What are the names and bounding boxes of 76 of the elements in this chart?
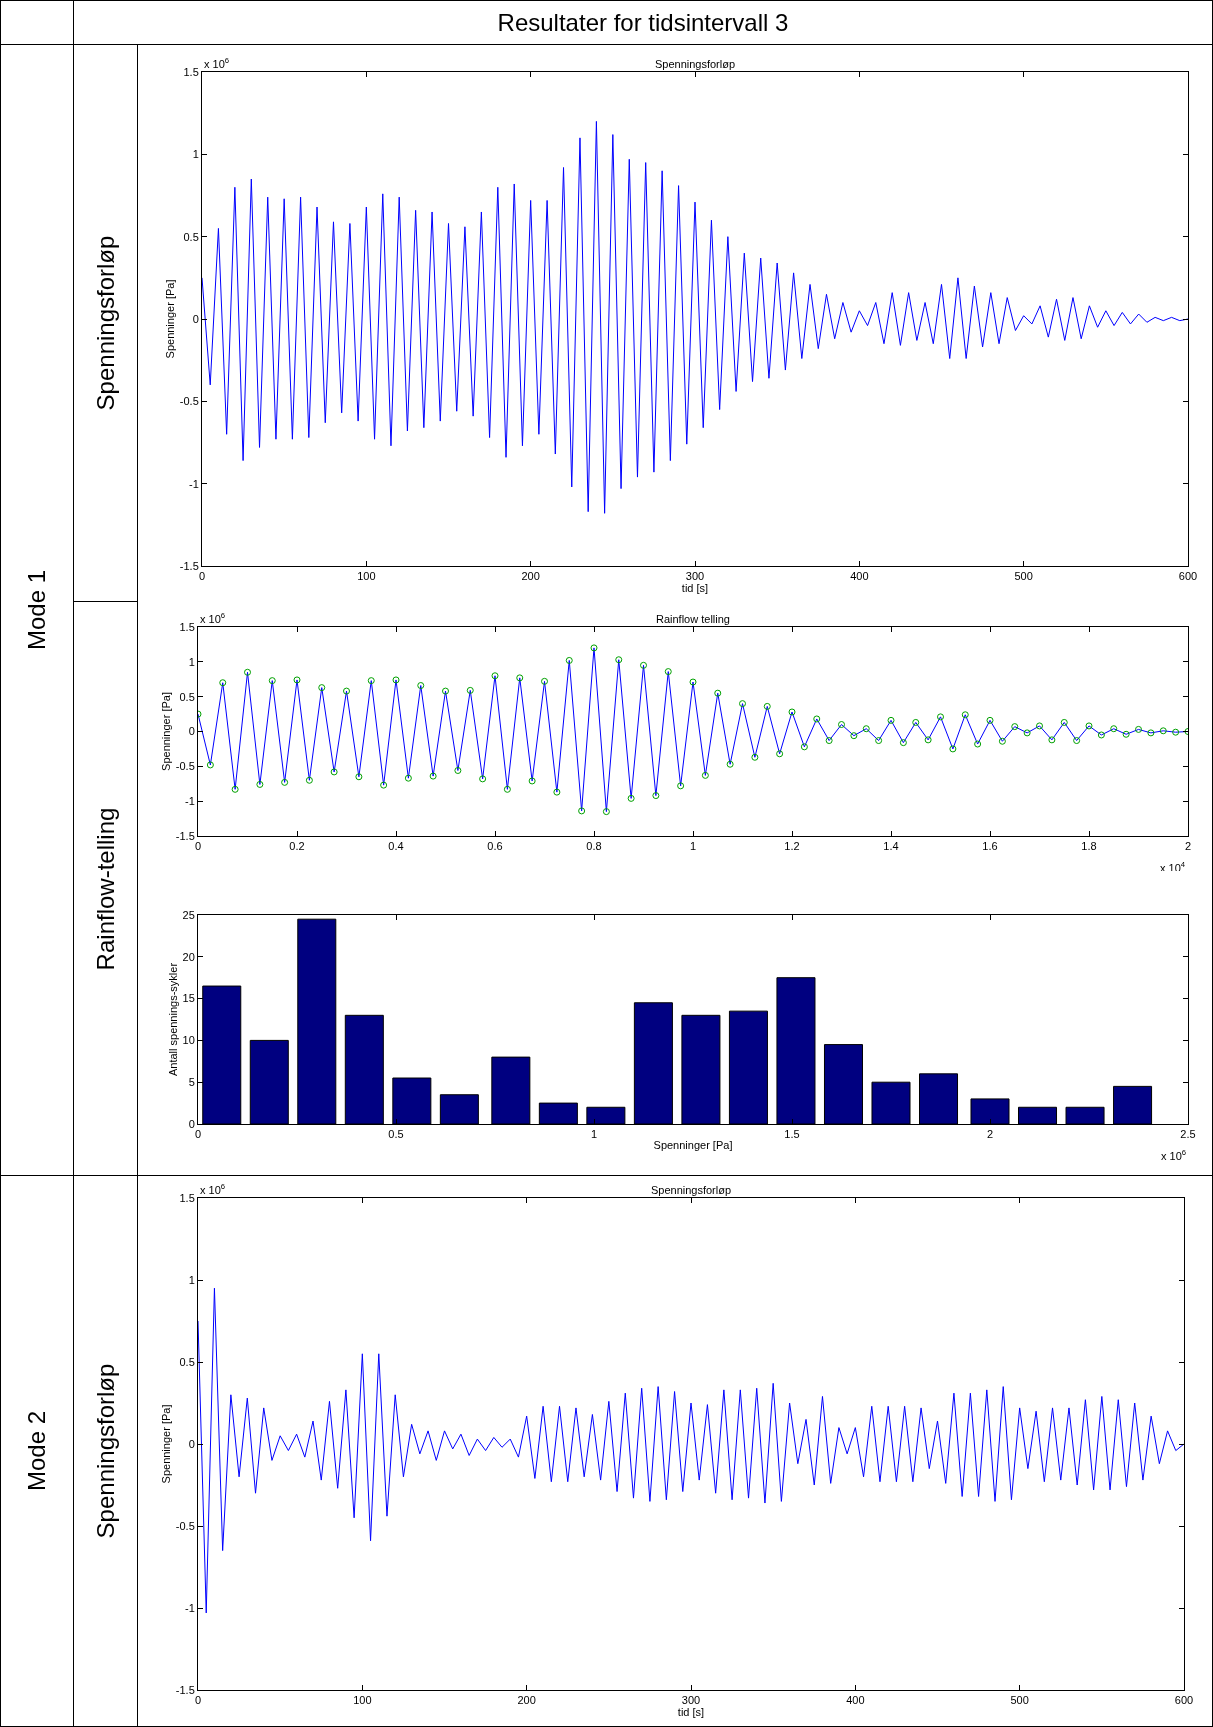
- x-tick-label: 400: [850, 570, 869, 583]
- x-tick-label: 1.4: [883, 840, 899, 853]
- x-tick-label: 100: [357, 570, 376, 583]
- y-tick-label: 0.5: [179, 690, 195, 703]
- y-tick-label: 25: [182, 908, 195, 921]
- text: Spenningsforløp: [91, 1363, 120, 1539]
- y-tick-label: -1: [185, 795, 195, 808]
- y-tick-label: -1.5: [175, 1683, 195, 1696]
- x-tick-label: 0.8: [586, 840, 602, 853]
- text: Rainflow-telling: [91, 807, 120, 970]
- x-tick-label: 2: [986, 1128, 994, 1141]
- x-tick-label: 2: [1184, 840, 1192, 853]
- x-axis-title: tid [s]: [681, 582, 709, 595]
- x-tick-label: 0.2: [289, 840, 305, 853]
- y-tick-label: -0.5: [175, 760, 195, 773]
- x-tick-label: 500: [1010, 1694, 1029, 1707]
- y-tick-label: -0.5: [175, 1519, 195, 1532]
- y-tick-label: -1: [189, 477, 199, 490]
- x-tick-label: 1.2: [784, 840, 800, 853]
- x-tick-label: 200: [517, 1694, 536, 1707]
- x-axis-title: tid [s]: [677, 1706, 705, 1719]
- text: Mode 1: [23, 569, 51, 651]
- text: x 10$^{6}$: [200, 611, 226, 625]
- y-axis-title: Spenninger [Pa]: [164, 279, 177, 359]
- text: x 10$^{6}$: [1161, 1148, 1187, 1162]
- chart-title: Spenningsforløp: [650, 1184, 732, 1196]
- y-tick-label: 0: [192, 312, 199, 325]
- y-tick-label: 0: [188, 725, 195, 738]
- y-tick-label: 10: [182, 1034, 195, 1047]
- y-tick-label: -1.5: [179, 559, 199, 572]
- y-tick-label: -1: [185, 1601, 195, 1614]
- x-tick-label: 200: [521, 570, 540, 583]
- y-axis-title: Spenninger [Pa]: [160, 692, 173, 771]
- x-tick-label: 2.5: [1180, 1128, 1196, 1141]
- y-tick-label: 0: [188, 1117, 195, 1130]
- line-series: [198, 1287, 1184, 1614]
- x-tick-label: 0.5: [388, 1128, 404, 1141]
- y-tick-label: 1: [188, 655, 195, 668]
- x-tick-label: 1.6: [982, 840, 998, 853]
- x-tick-label: 400: [846, 1694, 865, 1707]
- x-tick-label: 100: [353, 1694, 372, 1707]
- x-tick-label: 300: [685, 570, 705, 583]
- y-tick-label: 0.5: [179, 1355, 195, 1368]
- y-tick-label: -0.5: [179, 395, 199, 408]
- x-tick-label: 300: [681, 1694, 701, 1707]
- y-tick-label: 1.5: [183, 65, 199, 78]
- y-tick-label: 0.5: [183, 230, 199, 243]
- y-tick-label: -1.5: [175, 829, 195, 842]
- y-axis-title: Antall spennings-sykler: [167, 962, 180, 1077]
- x-tick-label: 1: [689, 840, 697, 853]
- y-tick-label: 1.5: [179, 620, 195, 633]
- y-tick-label: 1: [192, 148, 199, 161]
- y-tick-label: 5: [188, 1076, 195, 1089]
- y-tick-label: 1: [188, 1273, 195, 1286]
- x-tick-label: 0.6: [487, 840, 503, 853]
- text: Resultater for tidsintervall 3: [74, 1, 1212, 44]
- x-tick-label: 1: [590, 1128, 598, 1141]
- y-tick-label: 1.5: [179, 1191, 195, 1204]
- chart-title: Spenningsforløp: [654, 58, 736, 70]
- x-tick-label: 0.4: [388, 840, 404, 853]
- y-tick-label: 15: [182, 992, 195, 1005]
- y-tick-label: 0: [188, 1437, 195, 1450]
- x-axis-title: Spenninger [Pa]: [653, 1139, 733, 1152]
- x-tick-label: 1.5: [784, 1128, 800, 1141]
- x-tick-label: 500: [1014, 570, 1033, 583]
- chart-title: Rainflow telling: [656, 613, 730, 625]
- text: Mode 2: [23, 1410, 51, 1492]
- text: x 10$^{4}$: [1160, 860, 1186, 874]
- y-tick-label: 20: [182, 950, 195, 963]
- text: x 10$^{6}$: [200, 1182, 226, 1196]
- x-tick-label: 1.8: [1081, 840, 1097, 853]
- x-tick-label: 600: [1178, 570, 1198, 583]
- text: Spenningsforløp: [91, 235, 120, 411]
- x-tick-label: 600: [1174, 1694, 1194, 1707]
- text: x 10$^{6}$: [204, 56, 230, 70]
- y-axis-title: Spenninger [Pa]: [160, 1404, 173, 1484]
